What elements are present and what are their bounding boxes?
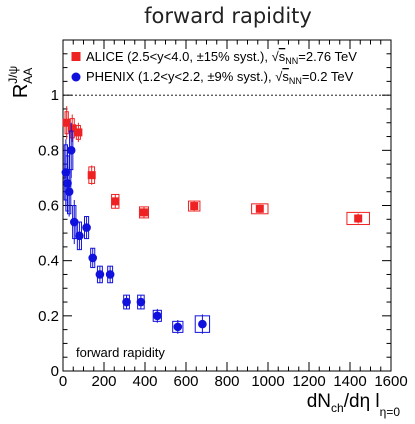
alice-point xyxy=(74,128,83,137)
y-tick-label: 0.8 xyxy=(38,142,59,159)
y-tick-label: 1 xyxy=(51,87,59,104)
x-tick-label: 0 xyxy=(59,373,67,390)
x-tick-label: 200 xyxy=(91,373,116,390)
alice-point xyxy=(87,171,96,180)
alice-point xyxy=(190,202,199,211)
alice-syst-box xyxy=(346,211,370,226)
phenix-point xyxy=(95,270,105,279)
x-tick-label: 800 xyxy=(214,373,239,390)
x-tick-label: 1400 xyxy=(333,373,366,390)
y-tick-label: 0.6 xyxy=(38,198,59,215)
phenix-point xyxy=(66,146,76,155)
y-tick-label: 0.4 xyxy=(38,253,59,270)
phenix-point xyxy=(64,187,74,197)
plot-frame xyxy=(62,39,392,372)
series-phenix xyxy=(61,122,211,334)
alice-point xyxy=(354,214,363,223)
alice-point xyxy=(111,197,120,206)
phenix-point xyxy=(122,297,131,307)
legend-marker-phenix xyxy=(71,72,81,82)
x-tick-label: 1600 xyxy=(374,373,407,390)
x-tick-label: 400 xyxy=(132,373,157,390)
phenix-point xyxy=(75,231,84,241)
x-tick-label: 1000 xyxy=(251,373,284,390)
phenix-point xyxy=(173,322,183,332)
alice-point xyxy=(255,204,264,213)
x-axis-label: dNch/dη lη=0 xyxy=(307,391,401,419)
series-alice xyxy=(62,106,370,226)
y-tick-label: 0.2 xyxy=(38,308,59,325)
legend-entry-phenix: PHENIX (1.2<y<2.2, ±9% syst.), √sNN=0.2 … xyxy=(86,69,354,86)
legend-marker-alice xyxy=(71,52,81,61)
y-axis-label: RAAJ/ψ xyxy=(6,66,35,98)
y-tick-label: 0 xyxy=(51,363,59,380)
alice-point xyxy=(139,208,148,217)
alice-syst-box xyxy=(187,200,201,212)
axis-ticks: 0 200 400 600 800 1000 1200 1400 1600 0 0.2 0.4 0.6 0… xyxy=(38,40,408,390)
phenix-point xyxy=(198,319,207,329)
phenix-point xyxy=(69,217,79,227)
phenix-point xyxy=(88,253,98,263)
plot-annotation: forward rapidity xyxy=(76,345,165,360)
data-marks xyxy=(61,106,370,334)
phenix-point xyxy=(153,311,162,321)
plot-area xyxy=(62,39,392,372)
legend-entry-alice: ALICE (2.5<y<4.0, ±15% syst.), √sNN=2.76… xyxy=(86,49,357,66)
x-tick-label: 1200 xyxy=(292,373,325,390)
alice-point xyxy=(62,118,71,127)
chart-title: forward rapidity xyxy=(144,4,312,28)
phenix-point xyxy=(82,223,91,232)
x-tick-label: 600 xyxy=(173,373,198,390)
legend: ALICE (2.5<y<4.0, ±15% syst.), √sNN=2.76… xyxy=(71,49,357,86)
alice-point xyxy=(68,124,77,133)
phenix-point xyxy=(105,270,115,279)
phenix-point xyxy=(136,297,146,307)
alice-syst-box xyxy=(251,203,269,215)
